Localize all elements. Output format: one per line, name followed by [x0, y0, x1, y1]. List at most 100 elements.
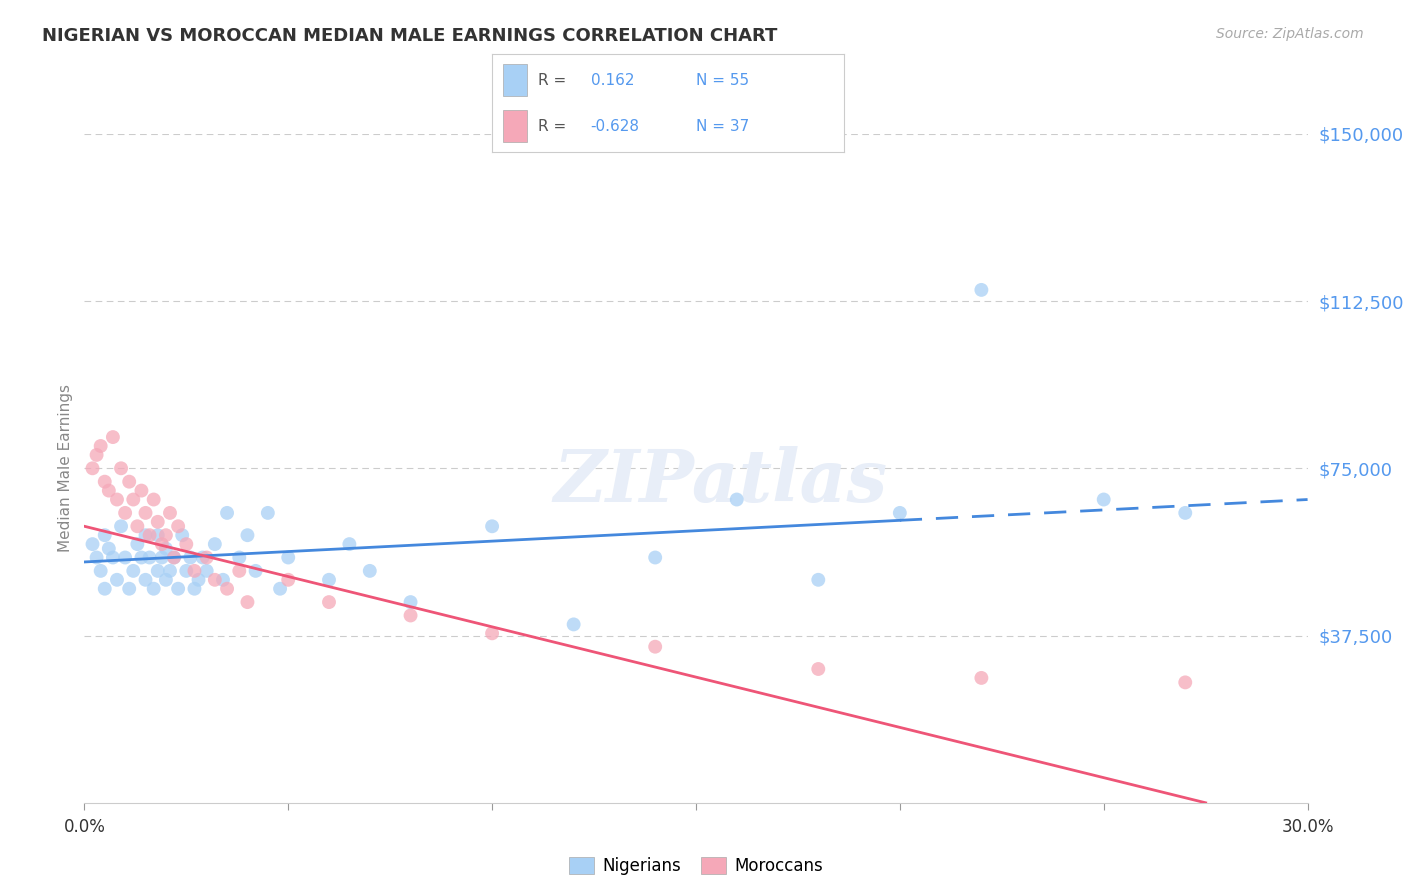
Point: [236, 595, 259, 609]
Point: [183, 582, 205, 596]
Point: [101, 550, 124, 565]
Point: [155, 528, 177, 542]
Point: [807, 662, 830, 676]
Point: [146, 528, 169, 542]
Point: [110, 519, 132, 533]
Point: [1174, 506, 1197, 520]
Point: [228, 564, 250, 578]
Point: [204, 537, 226, 551]
Point: [146, 564, 169, 578]
Point: [118, 582, 141, 596]
Point: [399, 608, 422, 623]
Point: [135, 506, 157, 520]
Point: [82, 537, 104, 551]
Point: [236, 528, 259, 542]
Point: [118, 475, 141, 489]
Point: [105, 573, 128, 587]
Text: N = 37: N = 37: [696, 119, 749, 134]
Point: [110, 461, 132, 475]
Point: [114, 506, 136, 520]
Point: [142, 492, 165, 507]
Text: R =: R =: [537, 119, 567, 134]
Point: [725, 492, 748, 507]
Y-axis label: Median Male Earnings: Median Male Earnings: [58, 384, 73, 552]
Point: [228, 550, 250, 565]
Point: [970, 671, 993, 685]
FancyBboxPatch shape: [503, 111, 527, 142]
Point: [93, 475, 117, 489]
Point: [150, 550, 173, 565]
Point: [644, 550, 666, 565]
Point: [86, 448, 108, 462]
Point: [644, 640, 666, 654]
Point: [481, 626, 503, 640]
Point: [318, 595, 340, 609]
Point: [127, 519, 149, 533]
Point: [114, 550, 136, 565]
Point: [150, 537, 173, 551]
Point: [146, 515, 169, 529]
Point: [131, 483, 153, 498]
Point: [135, 573, 157, 587]
Point: [101, 430, 124, 444]
Point: [399, 595, 422, 609]
Point: [90, 564, 112, 578]
Point: [339, 537, 361, 551]
Point: [86, 550, 108, 565]
Point: [135, 528, 157, 542]
Point: [138, 528, 160, 542]
Point: [212, 573, 235, 587]
Point: [122, 492, 145, 507]
Point: [217, 506, 239, 520]
Point: [138, 550, 160, 565]
Text: Source: ZipAtlas.com: Source: ZipAtlas.com: [1216, 27, 1364, 41]
Point: [807, 573, 830, 587]
Point: [163, 550, 186, 565]
Point: [163, 550, 186, 565]
Point: [155, 573, 177, 587]
Point: [481, 519, 503, 533]
Point: [269, 582, 291, 596]
Point: [183, 564, 205, 578]
Point: [167, 582, 190, 596]
Text: -0.628: -0.628: [591, 119, 640, 134]
Point: [172, 528, 194, 542]
Text: N = 55: N = 55: [696, 72, 749, 87]
Point: [127, 537, 149, 551]
Text: ZIPatlas: ZIPatlas: [554, 446, 887, 517]
Point: [204, 573, 226, 587]
Point: [970, 283, 993, 297]
Point: [191, 550, 214, 565]
Text: NIGERIAN VS MOROCCAN MEDIAN MALE EARNINGS CORRELATION CHART: NIGERIAN VS MOROCCAN MEDIAN MALE EARNING…: [42, 27, 778, 45]
Point: [318, 573, 340, 587]
Point: [1092, 492, 1115, 507]
Text: R =: R =: [537, 72, 567, 87]
Point: [159, 506, 181, 520]
Point: [93, 582, 117, 596]
Point: [159, 564, 181, 578]
Point: [195, 564, 218, 578]
Text: 0.162: 0.162: [591, 72, 634, 87]
Point: [90, 439, 112, 453]
Point: [257, 506, 280, 520]
Point: [277, 573, 299, 587]
Point: [97, 541, 120, 556]
Point: [105, 492, 128, 507]
Point: [131, 550, 153, 565]
Point: [82, 461, 104, 475]
Point: [277, 550, 299, 565]
Point: [176, 537, 198, 551]
FancyBboxPatch shape: [503, 64, 527, 95]
Point: [122, 564, 145, 578]
Point: [889, 506, 911, 520]
Point: [176, 564, 198, 578]
Point: [187, 573, 209, 587]
Point: [245, 564, 267, 578]
Point: [195, 550, 218, 565]
Point: [562, 617, 585, 632]
Point: [142, 582, 165, 596]
Point: [179, 550, 201, 565]
Point: [217, 582, 239, 596]
Legend: Nigerians, Moroccans: Nigerians, Moroccans: [562, 850, 830, 881]
Point: [359, 564, 381, 578]
